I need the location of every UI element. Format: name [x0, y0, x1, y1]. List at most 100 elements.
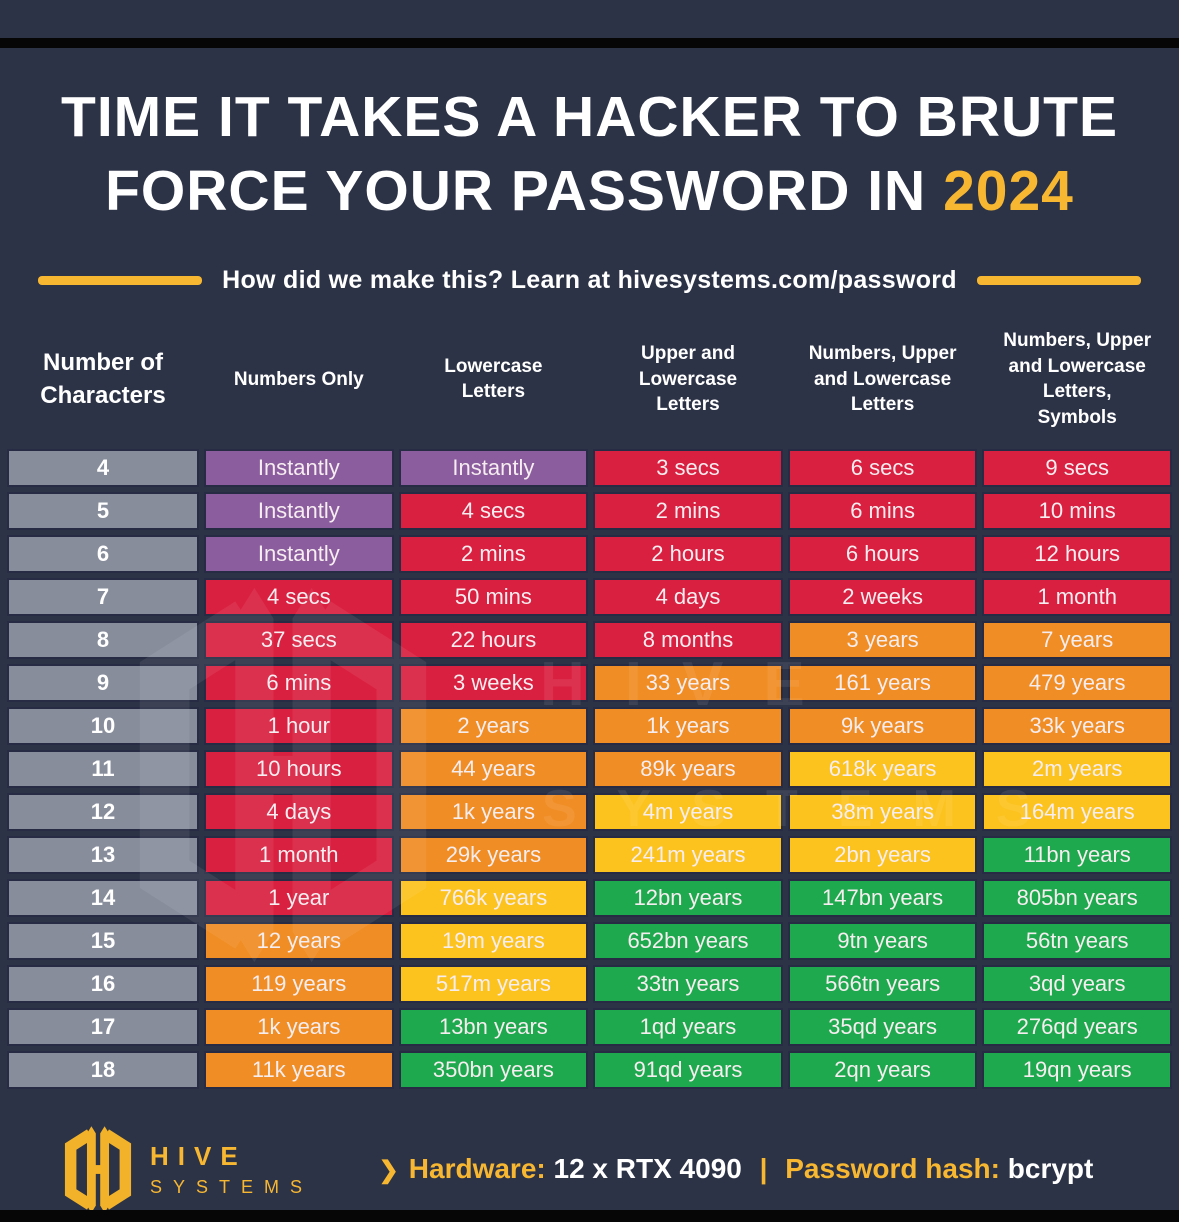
time-cell: 1 year — [204, 879, 394, 918]
char-count-cell: 17 — [7, 1008, 199, 1047]
password-table: Number of Characters Numbers Only Lowerc… — [0, 327, 1179, 1090]
time-cell: 2qn years — [787, 1051, 978, 1090]
char-count-cell: 6 — [7, 535, 199, 574]
time-cell: 2 years — [398, 707, 589, 746]
time-cell: 10 mins — [982, 492, 1172, 531]
time-cell: 147bn years — [787, 879, 978, 918]
time-cell: 9 secs — [982, 449, 1172, 488]
time-cell: 13bn years — [398, 1008, 589, 1047]
column-header-upper-lower: Upper and Lowercase Letters — [638, 342, 738, 416]
time-cell: 1k years — [593, 707, 783, 746]
time-cell: 19qn years — [982, 1051, 1172, 1090]
char-count-cell: 11 — [7, 750, 199, 789]
char-count-cell: 8 — [7, 621, 199, 660]
table-row: 6 Instantly 2 mins 2 hours 6 hours 12 hours — [7, 535, 1172, 574]
top-black-bar — [0, 38, 1179, 49]
chevron-icon: ❯ — [378, 1157, 399, 1185]
time-cell: 11bn years — [982, 836, 1172, 875]
time-cell: 241m years — [593, 836, 783, 875]
title-line-1: TIME IT TAKES A HACKER TO BRUTE — [61, 85, 1118, 150]
table-row: 16 119 years 517m years 33tn years 566tn yea… — [7, 965, 1172, 1004]
table-row: 11 10 hours 44 years 89k years 618k years 2m … — [7, 750, 1172, 789]
time-cell: 44 years — [398, 750, 589, 789]
brand-text: HIVE SYSTEMS — [150, 1141, 313, 1198]
brand-name: HIVE — [150, 1140, 247, 1171]
time-cell: 89k years — [593, 750, 783, 789]
time-cell: 6 mins — [787, 492, 978, 531]
time-cell: 350bn years — [398, 1051, 589, 1090]
char-count-cell: 9 — [7, 664, 199, 703]
table-row: 15 12 years 19m years 652bn years 9tn years 5… — [7, 922, 1172, 961]
table-row: 10 1 hour 2 years 1k years 9k years 33k years — [7, 707, 1172, 746]
time-cell: 1k years — [204, 1008, 394, 1047]
time-cell: 3 weeks — [398, 664, 589, 703]
bottom-black-bar — [0, 1210, 1179, 1222]
footer: HIVE SYSTEMS ❯ Hardware: 12 x RTX 4090 | … — [0, 1119, 1179, 1219]
time-cell: 19m years — [398, 922, 589, 961]
time-cell: 38m years — [787, 793, 978, 832]
table-row: 12 4 days 1k years 4m years 38m years 164m ye… — [7, 793, 1172, 832]
separator: | — [759, 1153, 768, 1185]
time-cell: 2 weeks — [787, 578, 978, 617]
time-cell: 1 month — [204, 836, 394, 875]
char-count-cell: 13 — [7, 836, 199, 875]
table-body: 4 Instantly Instantly 3 secs 6 secs 9 secs 5 In… — [7, 449, 1172, 1090]
time-cell: 56tn years — [982, 922, 1172, 961]
time-cell: 3qd years — [982, 965, 1172, 1004]
time-cell: 161 years — [787, 664, 978, 703]
time-cell: 164m years — [982, 793, 1172, 832]
title-line-2: FORCE YOUR PASSWORD IN 2024 — [105, 159, 1074, 224]
time-cell: 805bn years — [982, 879, 1172, 918]
time-cell: 2bn years — [787, 836, 978, 875]
table-row: 14 1 year 766k years 12bn years 147bn years 8… — [7, 879, 1172, 918]
char-count-cell: 4 — [7, 449, 199, 488]
time-cell: 37 secs — [204, 621, 394, 660]
time-cell: 566tn years — [787, 965, 978, 1004]
char-count-cell: 12 — [7, 793, 199, 832]
subtitle-dash-left — [38, 276, 203, 286]
time-cell: 22 hours — [398, 621, 589, 660]
time-cell: 4 days — [593, 578, 783, 617]
time-cell: 9k years — [787, 707, 978, 746]
column-header-num-upper-lower: Numbers, Upper and Lowercase Letters — [808, 342, 957, 416]
hash-value: bcrypt — [1007, 1153, 1094, 1185]
time-cell: 276qd years — [982, 1008, 1172, 1047]
time-cell: 479 years — [982, 664, 1172, 703]
subtitle-dash-right — [976, 276, 1141, 286]
char-count-cell: 14 — [7, 879, 199, 918]
column-header-num-upper-lower-symbols: Numbers, Upper and Lowercase Letters, Sy… — [1003, 330, 1152, 429]
subtitle-row: How did we make this? Learn at hivesyste… — [0, 266, 1179, 295]
column-header-characters: Number of Characters — [40, 348, 166, 410]
time-cell: 3 secs — [593, 449, 783, 488]
time-cell: 1 month — [982, 578, 1172, 617]
time-cell: 4 secs — [398, 492, 589, 531]
time-cell: 33k years — [982, 707, 1172, 746]
time-cell: 29k years — [398, 836, 589, 875]
time-cell: 766k years — [398, 879, 589, 918]
time-cell: 4m years — [593, 793, 783, 832]
time-cell: 35qd years — [787, 1008, 978, 1047]
time-cell: 4 secs — [204, 578, 394, 617]
time-cell: Instantly — [398, 449, 589, 488]
time-cell: 2m years — [982, 750, 1172, 789]
time-cell: 119 years — [204, 965, 394, 1004]
time-cell: 652bn years — [593, 922, 783, 961]
table-row: 18 11k years 350bn years 91qd years 2qn year… — [7, 1051, 1172, 1090]
time-cell: 1 hour — [204, 707, 394, 746]
time-cell: Instantly — [204, 535, 394, 574]
hardware-label: Hardware: — [408, 1153, 546, 1185]
time-cell: 50 mins — [398, 578, 589, 617]
char-count-cell: 7 — [7, 578, 199, 617]
table-row: 13 1 month 29k years 241m years 2bn years 11b… — [7, 836, 1172, 875]
hardware-info-line: ❯ Hardware: 12 x RTX 4090 | Password hash… — [313, 1153, 1179, 1185]
hardware-value: 12 x RTX 4090 — [553, 1153, 742, 1185]
time-cell: Instantly — [204, 492, 394, 531]
char-count-cell: 5 — [7, 492, 199, 531]
table-row: 4 Instantly Instantly 3 secs 6 secs 9 secs — [7, 449, 1172, 488]
time-cell: Instantly — [204, 449, 394, 488]
subtitle-text: How did we make this? Learn at hivesyste… — [222, 266, 957, 295]
time-cell: 2 hours — [593, 535, 783, 574]
time-cell: 517m years — [398, 965, 589, 1004]
time-cell: 12 years — [204, 922, 394, 961]
